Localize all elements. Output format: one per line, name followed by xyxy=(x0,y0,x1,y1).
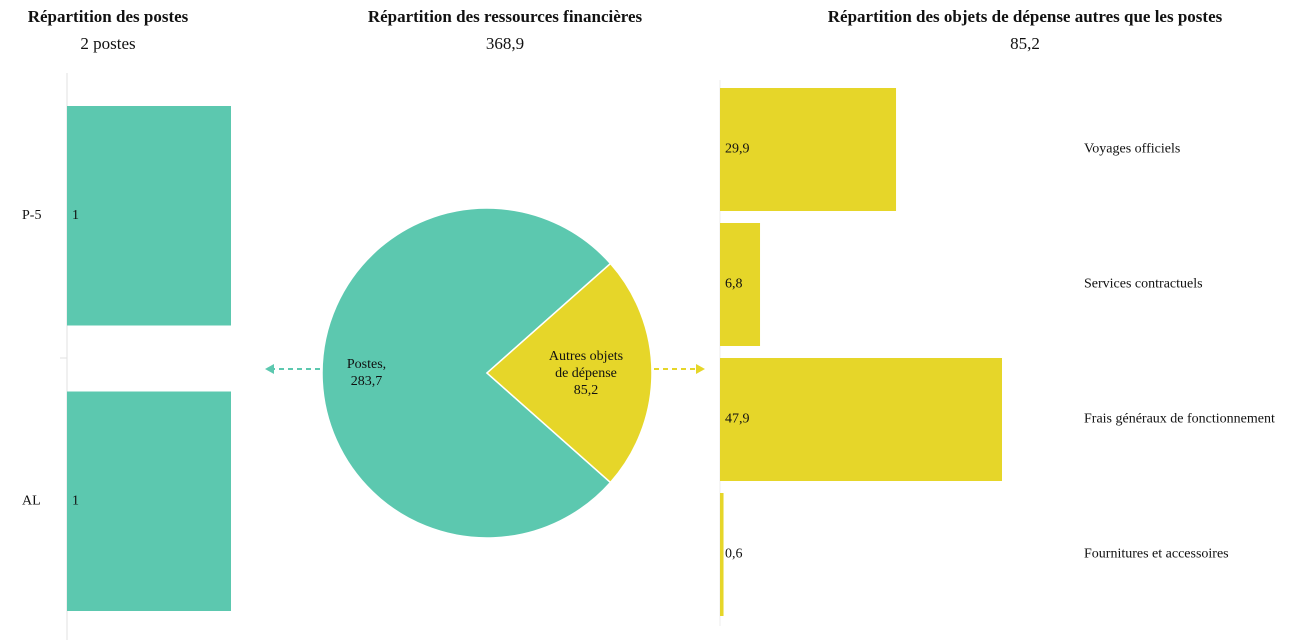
chart-title: Répartition des postes xyxy=(28,7,189,26)
slice-label: Autres objets de dépense 85,2 xyxy=(531,348,641,399)
chart-subtitle: 2 postes xyxy=(80,34,135,53)
category-label: P-5 xyxy=(22,208,41,223)
value-label: 47,9 xyxy=(725,412,750,427)
bar xyxy=(720,358,1002,481)
bar xyxy=(720,88,897,211)
value-label: 1 xyxy=(72,208,79,223)
chart-title: Répartition des ressources financières xyxy=(368,7,643,26)
value-label: 0,6 xyxy=(725,547,743,562)
bar xyxy=(67,106,231,326)
slice-value: 283,7 xyxy=(350,374,383,389)
slice-category: Postes, xyxy=(346,357,387,372)
value-label: 29,9 xyxy=(725,142,750,157)
bar xyxy=(720,223,761,346)
chart-title: Répartition des objets de dépense autres… xyxy=(828,7,1223,26)
category-label: AL xyxy=(22,493,41,508)
bar xyxy=(720,493,724,616)
value-label: 6,8 xyxy=(725,277,743,292)
slice-label: Postes, 283,7 xyxy=(312,356,422,390)
slice-category: Autres objets de dépense xyxy=(548,348,624,381)
pie-slice xyxy=(485,262,653,484)
bar xyxy=(67,391,231,611)
arrow-head xyxy=(265,364,274,374)
slice-value: 85,2 xyxy=(573,382,599,398)
category-label: Frais généraux de fonctionnement xyxy=(1084,412,1275,427)
value-label: 1 xyxy=(72,493,79,508)
pie-slice xyxy=(321,207,612,539)
chart-subtitle: 85,2 xyxy=(1010,34,1040,53)
chart-subtitle: 368,9 xyxy=(486,34,524,53)
category-label: Fournitures et accessoires xyxy=(1084,547,1229,562)
category-label: Services contractuels xyxy=(1084,277,1203,292)
category-label: Voyages officiels xyxy=(1084,142,1180,157)
arrow-head xyxy=(696,364,705,374)
